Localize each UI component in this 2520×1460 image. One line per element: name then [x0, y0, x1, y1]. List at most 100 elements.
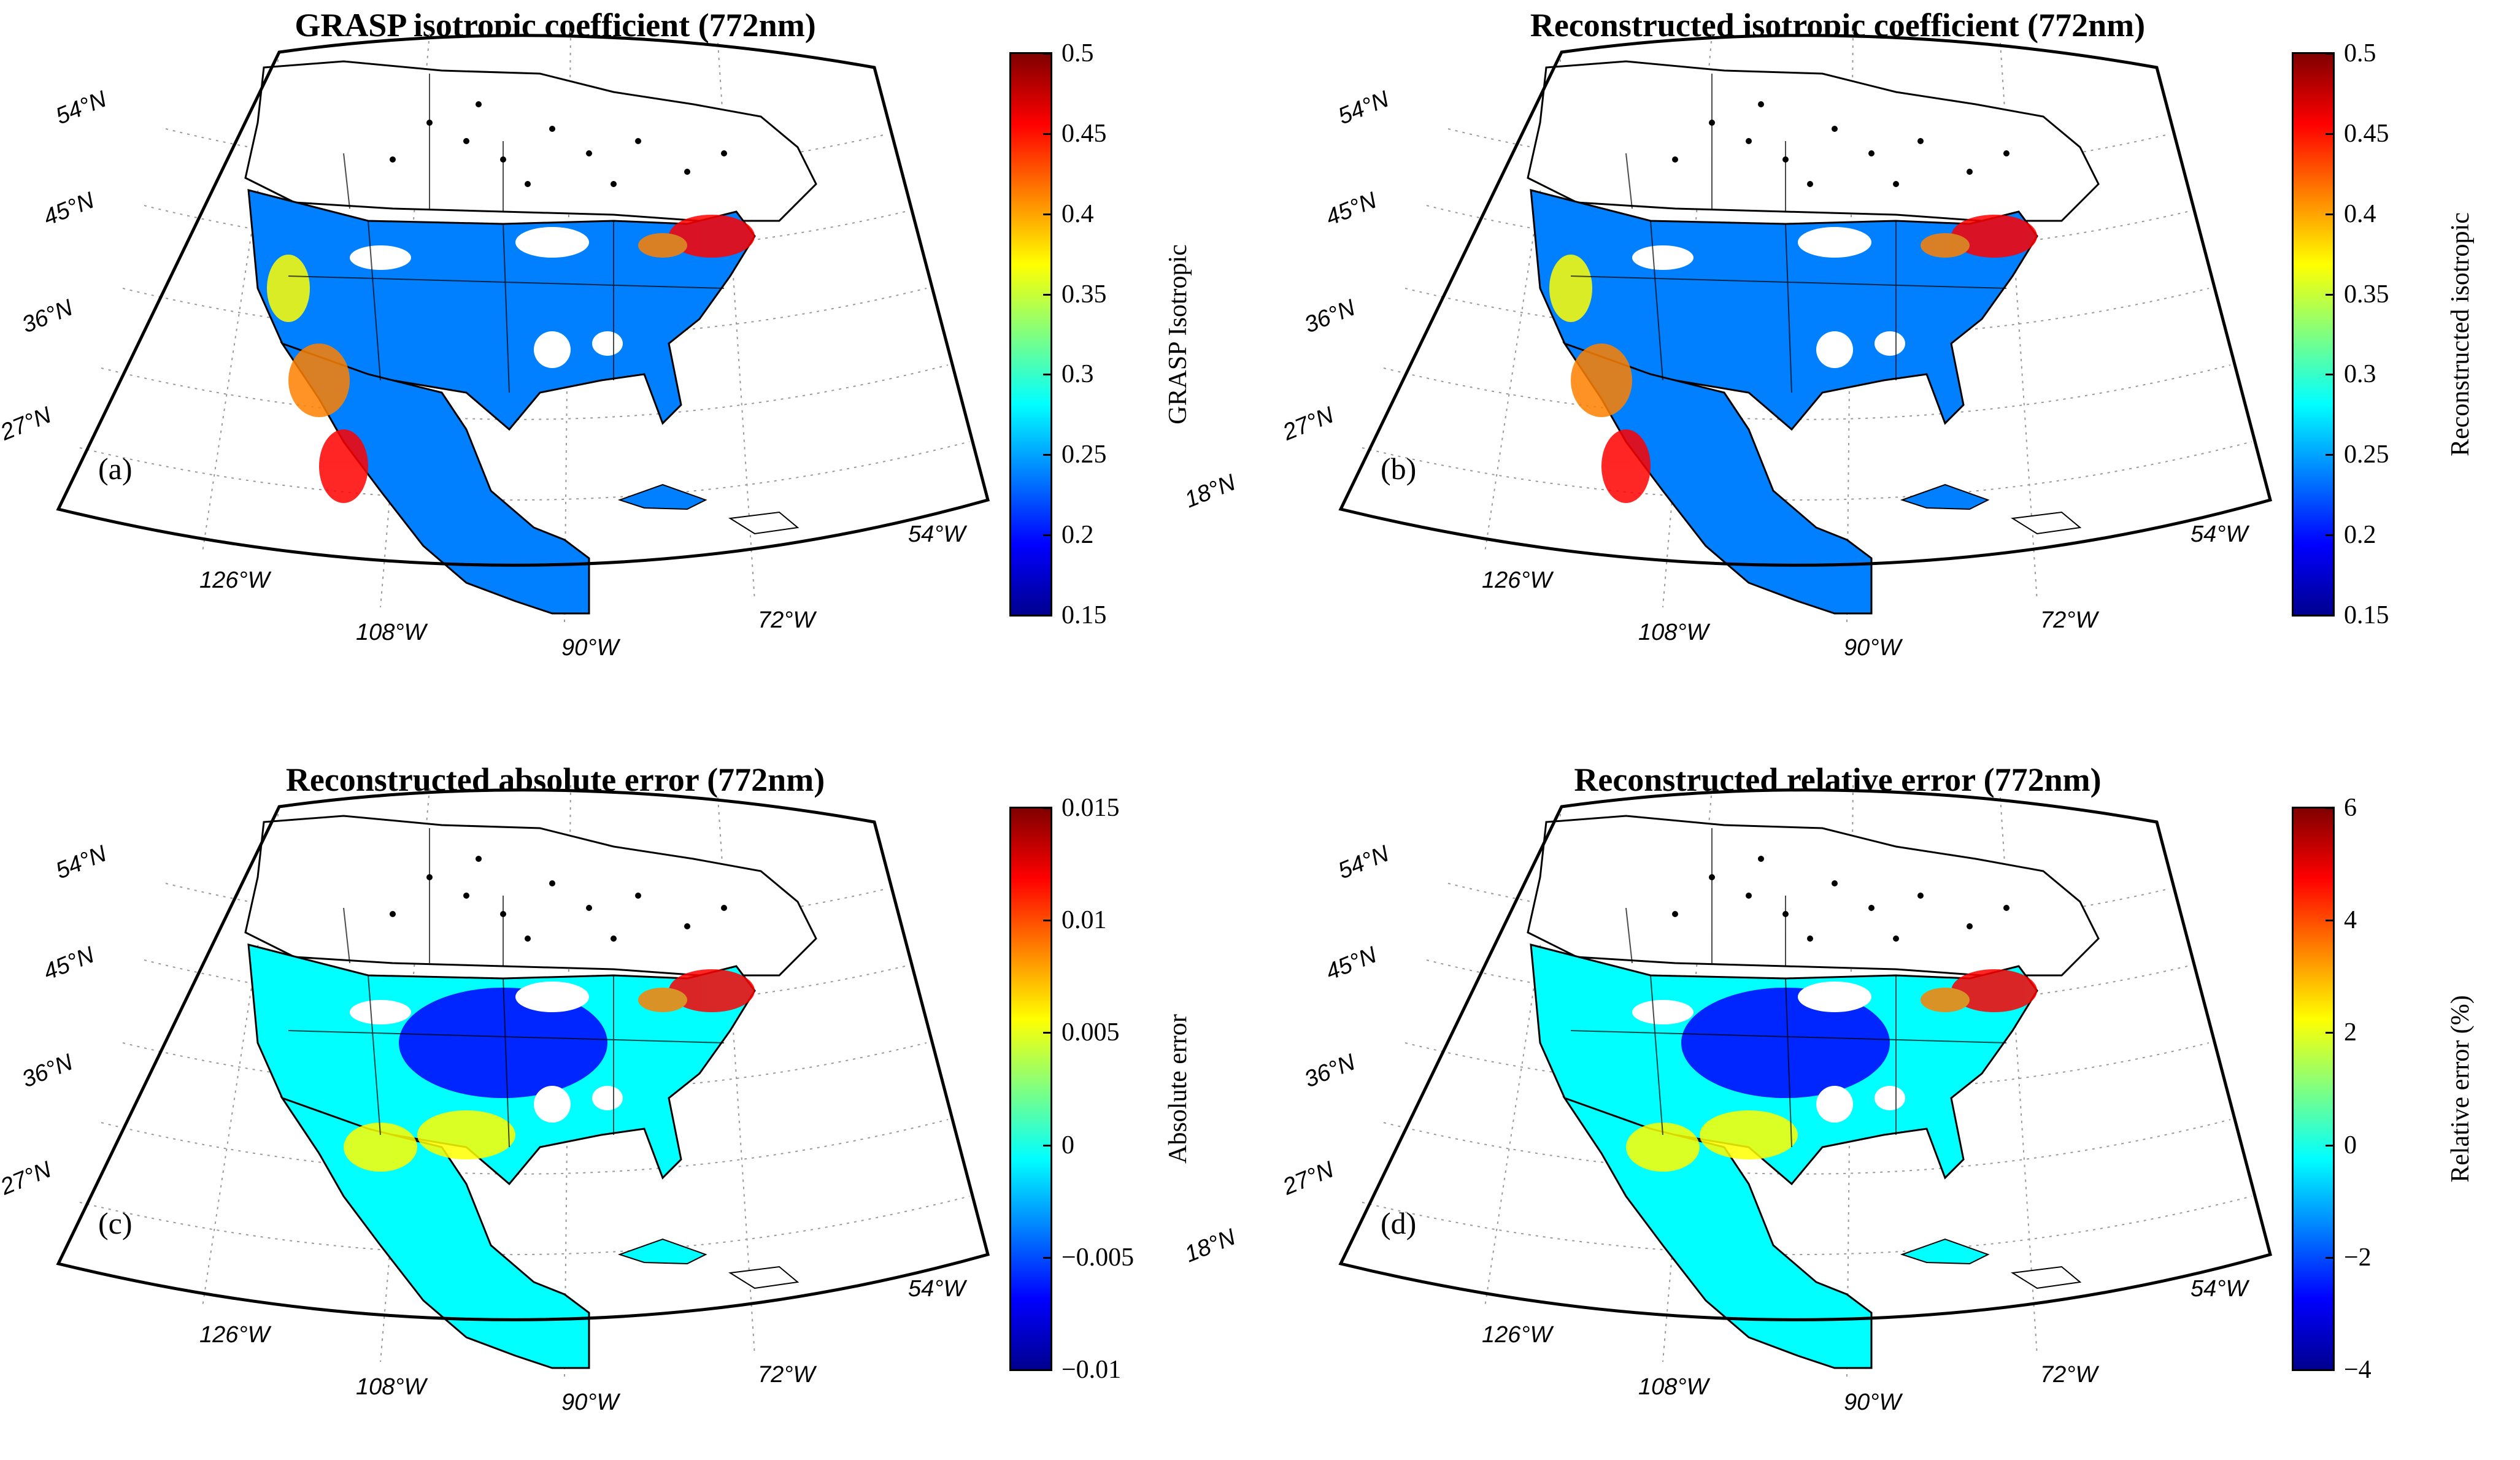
no-data-patch [515, 227, 589, 258]
land-mexico [280, 342, 590, 615]
land-canada [1527, 60, 2100, 222]
lon-label: 126°W [199, 567, 270, 593]
no-data-patches [350, 982, 623, 1123]
map-frame [1338, 34, 2273, 567]
hotspot [669, 215, 755, 258]
hotspot [1681, 988, 1890, 1098]
colorbar-tick-label: 0.015 [1062, 794, 1120, 822]
colorbar-tick-mark [2325, 213, 2335, 215]
lake [1746, 893, 1752, 899]
colorbar [2292, 52, 2335, 617]
no-data-patch [592, 331, 623, 356]
colorbar-tick-mark [1043, 53, 1052, 55]
colorbar-tick-label: 0.35 [2344, 280, 2389, 309]
colorbar-tick-label: 6 [2344, 794, 2357, 822]
hotspot [1921, 988, 1970, 1012]
colorbar [1009, 52, 1052, 617]
colorbar-tick-mark [1043, 615, 1052, 617]
boundary-line [368, 975, 381, 1135]
colorbar-tick-label: 0.25 [1062, 440, 1107, 469]
colorbar-tick-label: −0.005 [1062, 1243, 1135, 1272]
lake [525, 936, 531, 942]
colorbar-tick-mark [1043, 920, 1052, 922]
boundary-line [1570, 275, 2007, 289]
colorbar-tick-label: 0.35 [1062, 280, 1107, 309]
lake [721, 905, 727, 911]
colorbar-tick-mark [2325, 807, 2335, 809]
meridian-line [202, 806, 280, 1307]
colorbar-tick-mark [2325, 53, 2335, 55]
hotspot [1626, 1123, 1700, 1172]
land-cuba [1900, 483, 1990, 510]
boundaries [1570, 828, 2007, 1148]
meridian-line [202, 52, 280, 553]
hotspot [417, 1110, 515, 1159]
hotspot [1951, 969, 2037, 1012]
colorbar-tick-label: 0 [1062, 1131, 1074, 1159]
lake [1893, 181, 1899, 187]
lon-label: 72°W [758, 607, 815, 633]
lake [684, 923, 690, 929]
parallel-line [1362, 1196, 2252, 1256]
lake [611, 181, 617, 187]
hotspot [399, 988, 607, 1098]
lake [586, 150, 592, 156]
lon-label: 90°W [561, 635, 619, 661]
land-caribbean [728, 1266, 800, 1289]
land-mexico [1562, 342, 1873, 615]
lake [1807, 936, 1813, 942]
lake [476, 856, 482, 862]
colorbar-tick-mark [1043, 454, 1052, 456]
colorbar-tick-label: 0.45 [1062, 119, 1107, 148]
parallel-line [1383, 1119, 2231, 1175]
lake [1758, 101, 1764, 107]
colorbar-label: Relative error (%) [2446, 995, 2475, 1183]
hotspot [1951, 215, 2037, 258]
lon-label: 54°W [2191, 521, 2248, 547]
colorbar-tick-mark [1043, 1369, 1052, 1371]
lake [1868, 150, 1875, 156]
boundary-line [1570, 1030, 2007, 1043]
colorbar-tick-mark [2325, 920, 2335, 922]
lon-label: 54°W [908, 1276, 966, 1302]
boundary-line [503, 223, 510, 393]
lake [635, 893, 641, 899]
hotspot [1921, 233, 1970, 258]
meridian-line [1484, 52, 1562, 553]
boundary-line [1625, 907, 1633, 964]
hotspot [1549, 255, 1592, 322]
parallel-line [1362, 441, 2252, 501]
colorbar-tick-mark [1043, 213, 1052, 215]
lake [1967, 169, 1973, 175]
lake [611, 936, 617, 942]
colorbar-tick-label: −2 [2344, 1243, 2372, 1272]
lake [390, 156, 396, 163]
lake [1807, 181, 1813, 187]
hotspot [638, 988, 687, 1012]
boundaries [1570, 74, 2007, 393]
map-canvas [1338, 30, 2273, 623]
boundary-line [1625, 153, 1633, 209]
no-data-patches [1632, 982, 1905, 1123]
lake [635, 138, 641, 144]
colorbar-tick-label: 0.25 [2344, 440, 2389, 469]
colorbar-tick-label: 0.5 [1062, 39, 1094, 67]
lake [463, 138, 469, 144]
colorbar-tick-mark [2325, 374, 2335, 376]
boundary-line [1785, 223, 1792, 393]
colorbar-tick-label: 0.15 [2344, 601, 2389, 629]
map-frame [56, 788, 990, 1321]
hotspot [267, 255, 310, 322]
lake [2003, 150, 2009, 156]
colorbar [1009, 807, 1052, 1371]
colorbar-tick-label: −4 [2344, 1356, 2372, 1384]
lake [476, 101, 482, 107]
colorbar-label: Reconstructed isotropic [2446, 212, 2475, 456]
colorbar-tick-mark [2325, 534, 2335, 537]
colorbar-tick-label: −0.01 [1062, 1356, 1122, 1384]
lon-label: 54°W [2191, 1276, 2248, 1302]
colorbar-tick-label: 4 [2344, 906, 2357, 935]
lon-label: 126°W [1482, 1322, 1552, 1348]
meridian-line [2000, 797, 2038, 1356]
colorbar-tick-label: 0.45 [2344, 119, 2389, 148]
